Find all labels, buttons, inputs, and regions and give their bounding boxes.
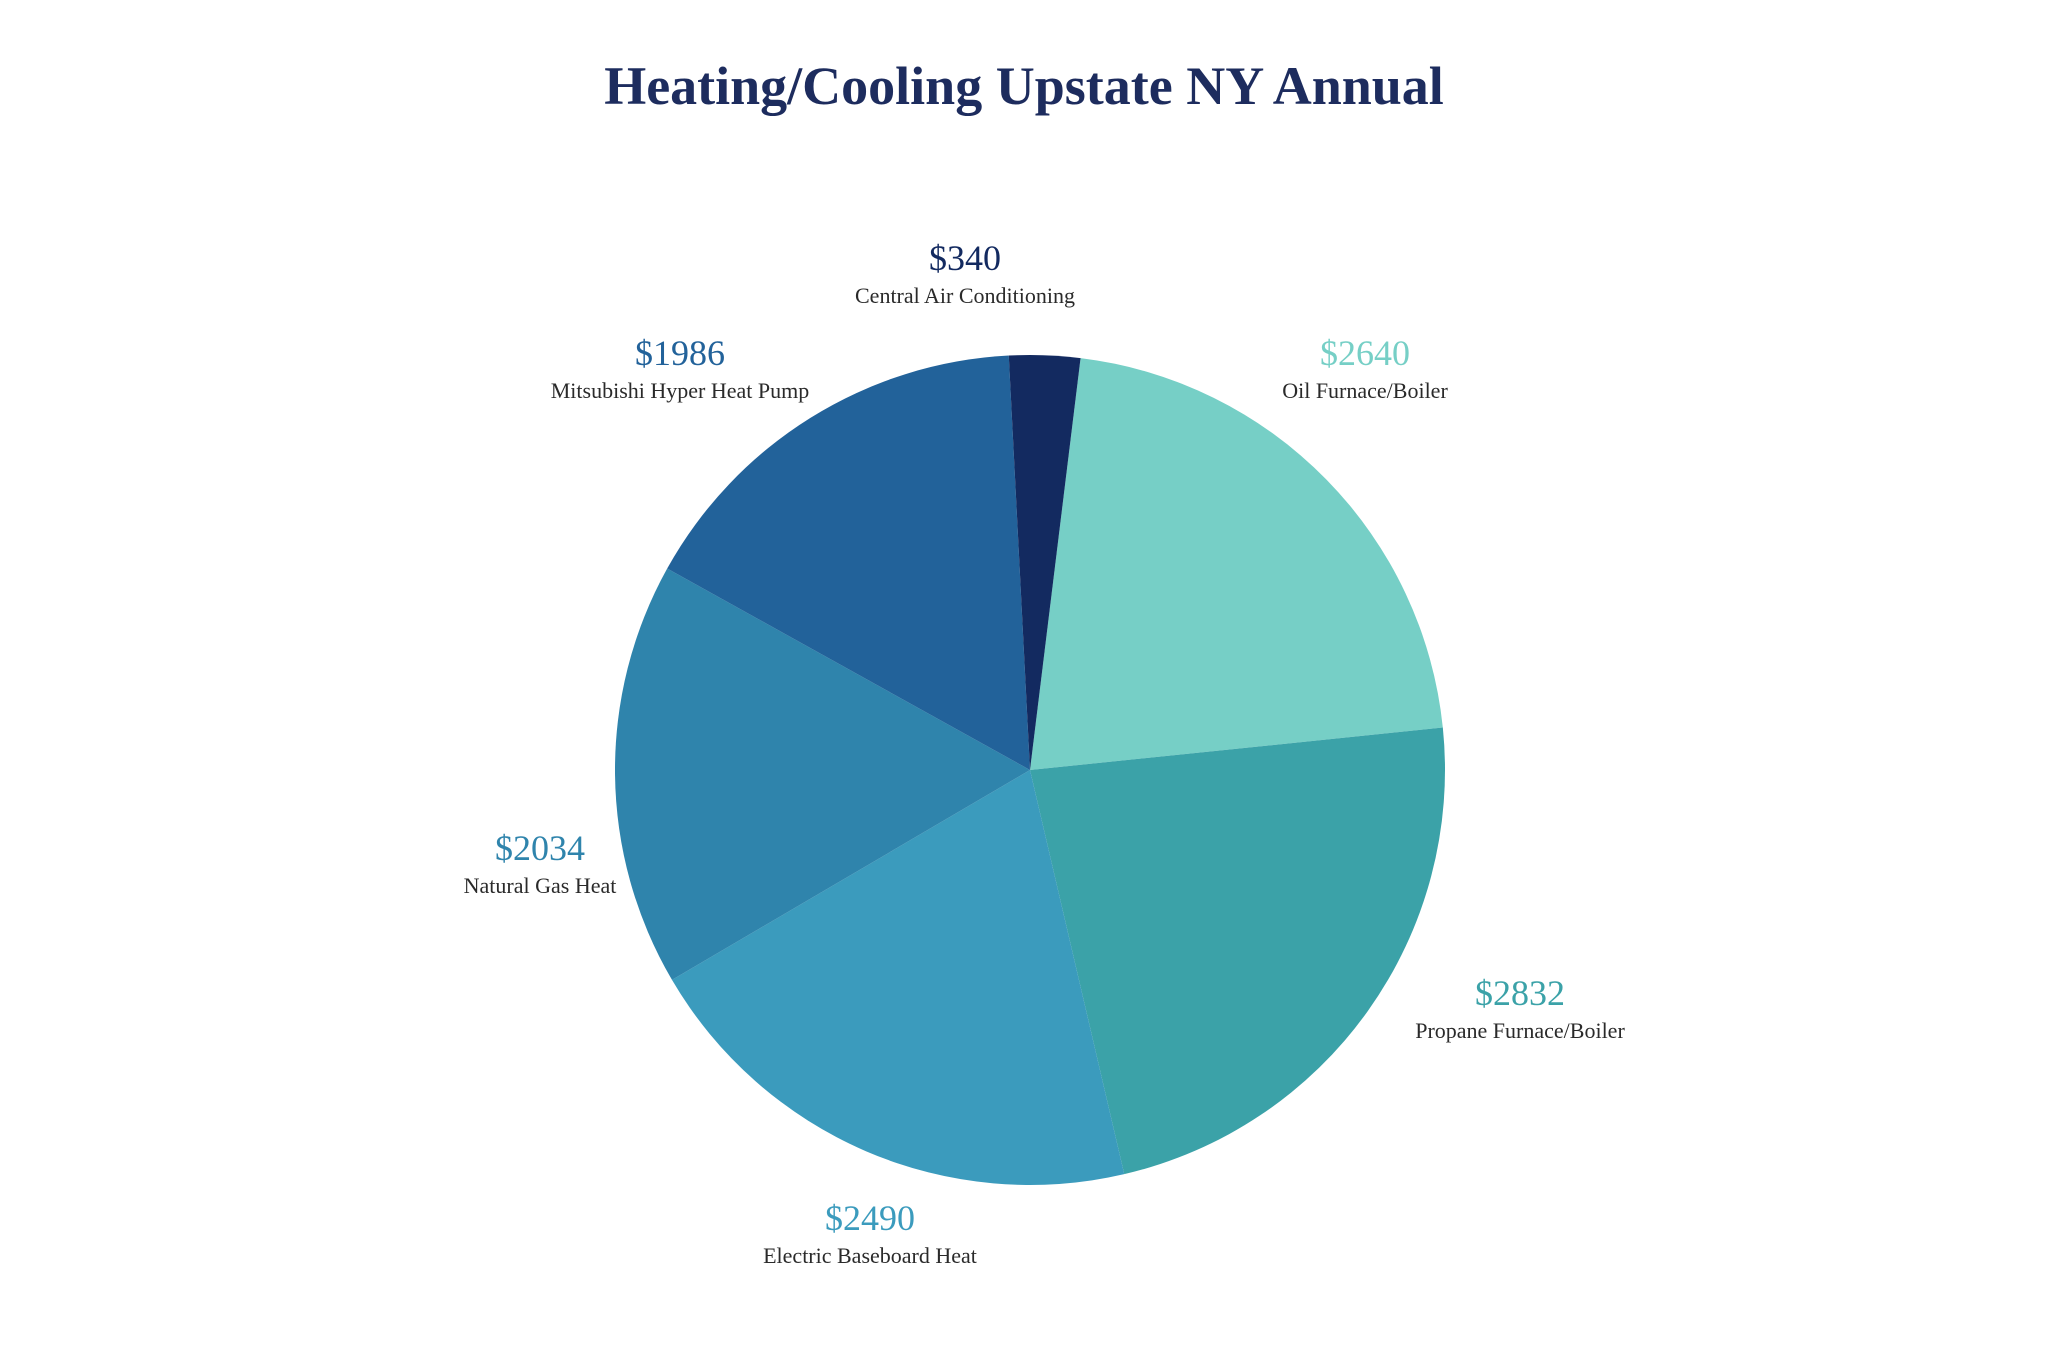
- slice-label: $2640Oil Furnace/Boiler: [1165, 330, 1565, 405]
- pie-chart: [0, 0, 2048, 1366]
- chart-container: Heating/Cooling Upstate NY Annual $2640O…: [0, 0, 2048, 1366]
- slice-label: $2490Electric Baseboard Heat: [670, 1195, 1070, 1270]
- slice-label: $340Central Air Conditioning: [765, 235, 1165, 310]
- slice-name: Propane Furnace/Boiler: [1320, 1017, 1720, 1046]
- slice-value: $340: [765, 235, 1165, 282]
- slice-value: $2832: [1320, 970, 1720, 1017]
- slice-name: Electric Baseboard Heat: [670, 1242, 1070, 1271]
- slice-value: $1986: [480, 330, 880, 377]
- slice-value: $2034: [340, 825, 740, 872]
- slice-value: $2640: [1165, 330, 1565, 377]
- slice-label: $2034Natural Gas Heat: [340, 825, 740, 900]
- slice-name: Mitsubishi Hyper Heat Pump: [480, 377, 880, 406]
- slice-name: Central Air Conditioning: [765, 282, 1165, 311]
- pie-slice: [1030, 358, 1443, 770]
- slice-label: $2832Propane Furnace/Boiler: [1320, 970, 1720, 1045]
- slice-name: Oil Furnace/Boiler: [1165, 377, 1565, 406]
- slice-label: $1986Mitsubishi Hyper Heat Pump: [480, 330, 880, 405]
- slice-value: $2490: [670, 1195, 1070, 1242]
- slice-name: Natural Gas Heat: [340, 872, 740, 901]
